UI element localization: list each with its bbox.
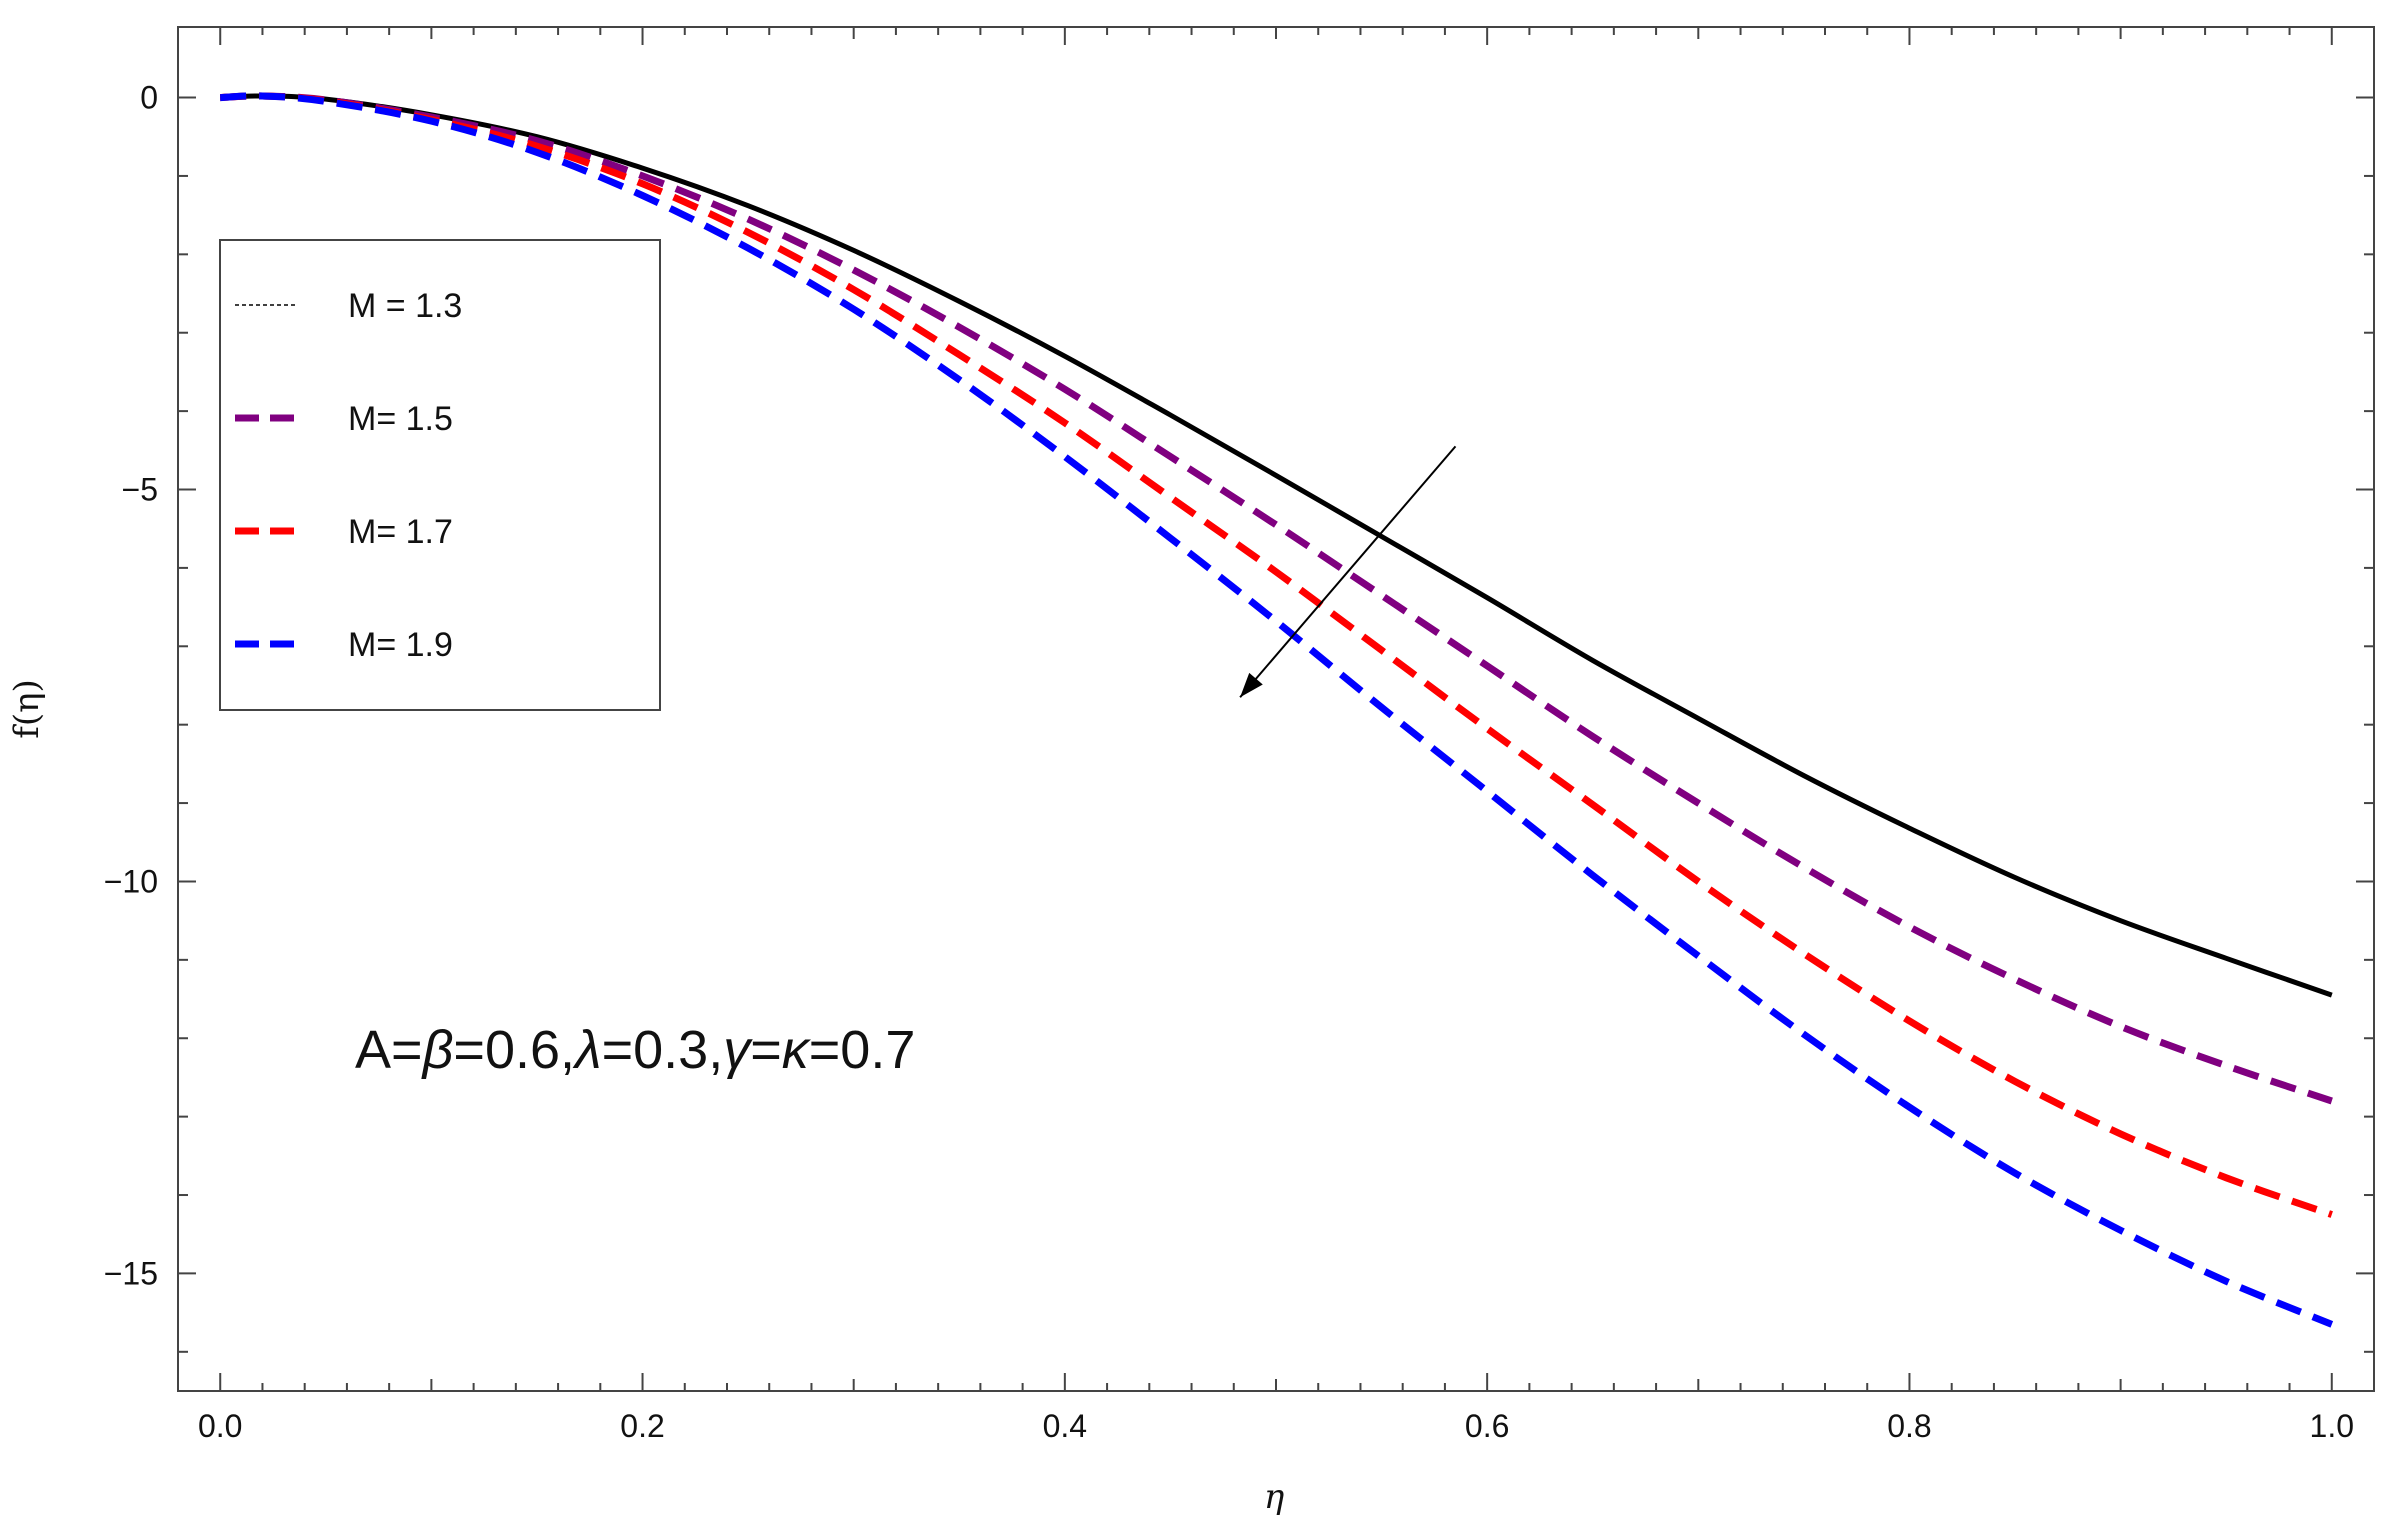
series-line-2 [220,92,2333,1105]
legend-label-1: M = 1.3 [348,287,462,325]
annotation-part: κ [782,1020,812,1080]
x-tick-label: 1.0 [2310,1408,2354,1444]
x-tick-label: 0.8 [1887,1408,1931,1444]
y-tick-label: −5 [122,472,158,508]
trend-arrow-line [1239,445,1457,698]
annotation-part: =0.3, [602,1020,724,1080]
legend: M = 1.3 M= 1.5 M= 1.7 M= 1.9 [219,239,661,711]
series-layer [220,92,2334,1328]
x-tick-label: 0.6 [1465,1408,1509,1444]
annotation-part: =0.7 [809,1020,916,1080]
series-line-1 [220,93,2333,998]
legend-label-3: M= 1.7 [348,513,453,551]
series-line-4 [220,92,2334,1328]
x-tick-label: 0.0 [198,1408,242,1444]
legend-label-2: M= 1.5 [348,400,453,438]
y-tick-label: 0 [140,80,158,116]
trend-arrow-layer [1239,445,1457,698]
legend-items: M = 1.3 M= 1.5 M= 1.7 M= 1.9 [235,287,462,664]
series-line-3 [220,92,2333,1218]
legend-box [219,239,661,711]
annotation-part: β [421,1020,454,1080]
annotation-part: = [750,1020,782,1080]
annotation-part: λ [572,1020,602,1080]
axis-ticks [178,27,2374,1391]
trend-arrow-head [1240,672,1263,698]
x-tick-label: 0.4 [1043,1408,1087,1444]
annotation-part: A= [355,1020,423,1080]
x-axis-label: η [1264,1477,1285,1517]
annotation-part: =0.6, [453,1020,575,1080]
legend-label-4: M= 1.9 [348,626,453,664]
y-tick-label: −15 [104,1255,158,1291]
parameter-annotation: A=β=0.6,λ=0.3,γ=κ=0.7 [355,1020,915,1080]
axis-tick-labels: 0.0 0.2 0.4 0.6 0.8 1.0 0 −5 −10 −15 [104,80,2354,1444]
annotation-part: γ [723,1020,753,1080]
x-tick-label: 0.2 [620,1408,664,1444]
y-axis-label: f(η) [7,679,47,738]
y-tick-label: −10 [104,863,158,899]
